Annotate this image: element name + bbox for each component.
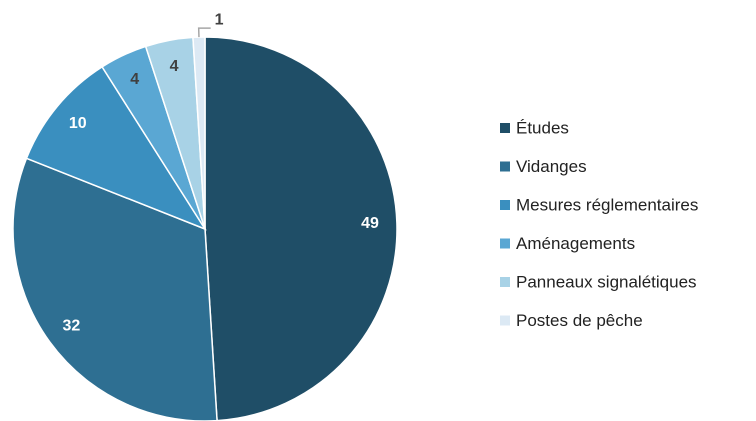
value-label: 10 [69, 115, 87, 132]
value-label: 1 [215, 11, 224, 28]
legend-swatch [500, 277, 510, 287]
value-label: 4 [130, 71, 139, 88]
legend-label: Panneaux signalétiques [516, 272, 697, 291]
legend-label: Mesures réglementaires [516, 195, 698, 214]
legend-label: Vidanges [516, 157, 587, 176]
legend-swatch [500, 315, 510, 326]
leader-line [197, 27, 211, 38]
value-label: 49 [361, 215, 379, 232]
pie-slice [192, 36, 206, 230]
legend-label: Aménagements [516, 234, 635, 253]
pie-slice [12, 157, 218, 421]
pie-slice [204, 36, 398, 421]
legend-swatch [500, 200, 510, 210]
value-label: 4 [170, 58, 179, 75]
legend-label: Postes de pêche [516, 311, 643, 330]
value-label: 32 [63, 317, 81, 334]
legend-label: Études [516, 118, 569, 137]
pie-slice [25, 65, 207, 231]
legend-swatch [500, 123, 510, 133]
legend-swatch [500, 161, 510, 172]
legend-swatch [500, 238, 510, 249]
